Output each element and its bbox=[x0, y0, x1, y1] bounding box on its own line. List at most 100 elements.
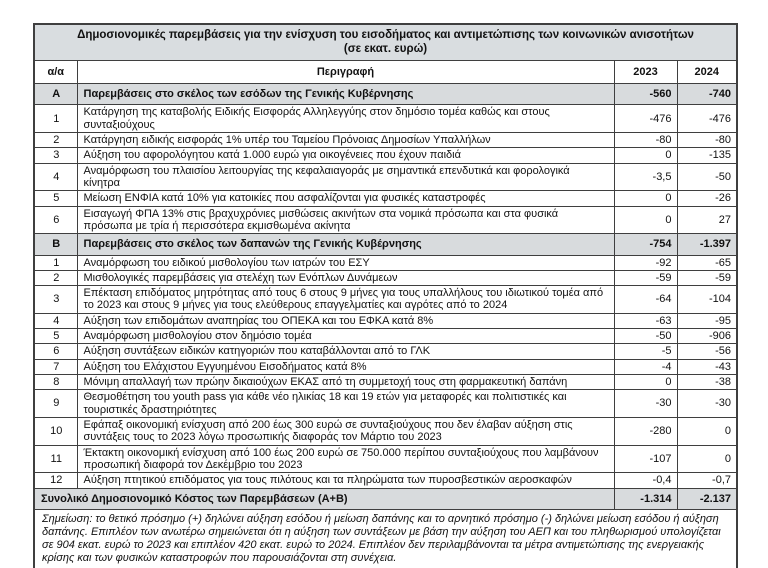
row-value-2024: -135 bbox=[676, 147, 738, 164]
table-row: 7 Αύξηση του Ελάχιστου Εγγυημένου Εισοδή… bbox=[33, 358, 738, 376]
table-row: 6 Εισαγωγή ΦΠΑ 13% στις βραχυχρόνιες μισ… bbox=[33, 205, 738, 235]
row-value-2023: -3,5 bbox=[613, 162, 678, 192]
row-description: Θεσμοθέτηση του youth pass για κάθε νέο … bbox=[76, 389, 615, 418]
row-index: 3 bbox=[33, 285, 78, 314]
table-row: 12 Αύξηση πτητικού επιδόματος για τους π… bbox=[33, 472, 738, 489]
row-value-2023: -59 bbox=[613, 269, 678, 287]
table-row: 2 Μισθολογικές παρεμβάσεις για στελέχη τ… bbox=[33, 269, 738, 287]
row-index: Α bbox=[33, 83, 78, 106]
row-index: 6 bbox=[33, 205, 78, 235]
row-description: Αύξηση πτητικού επιδόματος για τους πιλό… bbox=[76, 472, 615, 489]
row-description: Αναμόρφωση μισθολογίου στον δημόσιο τομέ… bbox=[76, 328, 615, 345]
row-index: 5 bbox=[33, 328, 78, 345]
row-value-2023: 0 bbox=[613, 373, 678, 391]
row-value-2024: -1.397 bbox=[676, 233, 738, 256]
row-value-2023: -107 bbox=[613, 444, 678, 474]
total-row: Συνολικό Δημοσιονομικό Κόστος των Παρεμβ… bbox=[33, 487, 738, 510]
row-description: Κατάργηση ειδικής εισφοράς 1% υπέρ του Τ… bbox=[76, 131, 615, 149]
row-value-2024: -104 bbox=[676, 285, 738, 314]
row-value-2024: -65 bbox=[676, 254, 738, 271]
column-header-description: Περιγραφή bbox=[76, 59, 615, 85]
row-index: 1 bbox=[33, 254, 78, 271]
row-index: 12 bbox=[33, 472, 78, 489]
total-value-2024: -2.137 bbox=[676, 487, 738, 510]
table-row: 8 Μόνιμη απαλλαγή των πρώην δικαιούχων Ε… bbox=[33, 373, 738, 391]
row-value-2023: -5 bbox=[613, 343, 678, 360]
row-index: Β bbox=[33, 233, 78, 256]
row-value-2023: -30 bbox=[613, 389, 678, 418]
table-title-line1: Δημοσιονομικές παρεμβάσεις για την ενίσχ… bbox=[77, 29, 694, 41]
row-index: 5 bbox=[33, 190, 78, 207]
section-row-A: Α Παρεμβάσεις στο σκέλος των εσόδων της … bbox=[33, 83, 738, 106]
row-value-2023: -280 bbox=[613, 416, 678, 446]
row-value-2024: -740 bbox=[676, 83, 738, 106]
table-row: 2 Κατάργηση ειδικής εισφοράς 1% υπέρ του… bbox=[33, 131, 738, 149]
row-index: 9 bbox=[33, 389, 78, 418]
row-value-2024: -476 bbox=[676, 104, 738, 133]
table-row: 4 Αύξηση των επιδομάτων αναπηρίας του ΟΠ… bbox=[33, 312, 738, 330]
row-value-2023: -4 bbox=[613, 358, 678, 376]
row-index: 1 bbox=[33, 104, 78, 133]
row-index: 10 bbox=[33, 416, 78, 446]
row-value-2024: -906 bbox=[676, 328, 738, 345]
row-value-2023: 0 bbox=[613, 147, 678, 164]
section-row-B: Β Παρεμβάσεις στο σκέλος των δαπανών της… bbox=[33, 233, 738, 256]
row-description: Αναμόρφωση του ειδικού μισθολογίου των ι… bbox=[76, 254, 615, 271]
row-index: 6 bbox=[33, 343, 78, 360]
table-row: 10 Εφάπαξ οικονομική ενίσχυση από 200 έω… bbox=[33, 416, 738, 446]
row-description: Έκτακτη οικονομική ενίσχυση από 100 έως … bbox=[76, 444, 615, 474]
table-title-line2: (σε εκατ. ευρώ) bbox=[343, 43, 428, 56]
row-value-2023: 0 bbox=[613, 205, 678, 235]
column-header-2024: 2024 bbox=[676, 59, 738, 85]
row-description: Παρεμβάσεις στο σκέλος των εσόδων της Γε… bbox=[76, 83, 615, 106]
row-description: Αναμόρφωση του πλαισίου λειτουργίας της … bbox=[76, 162, 615, 192]
row-index: 7 bbox=[33, 358, 78, 376]
table-row: 3 Αύξηση του αφορολόγητου κατά 1.000 ευρ… bbox=[33, 147, 738, 164]
row-index: 3 bbox=[33, 147, 78, 164]
fiscal-interventions-table: Δημοσιονομικές παρεμβάσεις για την ενίσχ… bbox=[33, 23, 739, 568]
footnote-text: Σημείωση: το θετικό πρόσημο (+) δηλώνει … bbox=[33, 508, 738, 568]
row-index: 11 bbox=[33, 444, 78, 474]
row-index: 4 bbox=[33, 162, 78, 192]
row-description: Επέκταση επιδόματος μητρότητας από τους … bbox=[76, 285, 615, 314]
row-value-2023: -63 bbox=[613, 312, 678, 330]
row-value-2023: -80 bbox=[613, 131, 678, 149]
row-value-2023: -754 bbox=[613, 233, 678, 256]
row-value-2024: -0,7 bbox=[676, 472, 738, 489]
table-row: 5 Αναμόρφωση μισθολογίου στον δημόσιο το… bbox=[33, 328, 738, 345]
row-description: Εισαγωγή ΦΠΑ 13% στις βραχυχρόνιες μισθώ… bbox=[76, 205, 615, 235]
column-header-2023: 2023 bbox=[613, 59, 678, 85]
row-value-2024: -38 bbox=[676, 373, 738, 391]
table-row: 4 Αναμόρφωση του πλαισίου λειτουργίας τη… bbox=[33, 162, 738, 192]
row-value-2024: 27 bbox=[676, 205, 738, 235]
row-value-2024: -30 bbox=[676, 389, 738, 418]
table-row: 1 Αναμόρφωση του ειδικού μισθολογίου των… bbox=[33, 254, 738, 271]
row-description: Αύξηση του Ελάχιστου Εγγυημένου Εισοδήμα… bbox=[76, 358, 615, 376]
row-value-2024: -43 bbox=[676, 358, 738, 376]
row-description: Μισθολογικές παρεμβάσεις για στελέχη των… bbox=[76, 269, 615, 287]
row-index: 4 bbox=[33, 312, 78, 330]
row-description: Αύξηση του αφορολόγητου κατά 1.000 ευρώ … bbox=[76, 147, 615, 164]
table-title: Δημοσιονομικές παρεμβάσεις για την ενίσχ… bbox=[33, 23, 738, 61]
table-row: 5 Μείωση ΕΝΦΙΑ κατά 10% για κατοικίες πο… bbox=[33, 190, 738, 207]
row-value-2023: -476 bbox=[613, 104, 678, 133]
table-row: 1 Κατάργηση της καταβολής Ειδικής Εισφορ… bbox=[33, 104, 738, 133]
row-value-2023: -50 bbox=[613, 328, 678, 345]
column-header-row: α/α Περιγραφή 2023 2024 bbox=[33, 59, 738, 85]
row-value-2023: -560 bbox=[613, 83, 678, 106]
row-value-2023: 0 bbox=[613, 190, 678, 207]
row-value-2024: 0 bbox=[676, 444, 738, 474]
row-value-2024: -26 bbox=[676, 190, 738, 207]
total-label: Συνολικό Δημοσιονομικό Κόστος των Παρεμβ… bbox=[33, 487, 615, 510]
table-title-row: Δημοσιονομικές παρεμβάσεις για την ενίσχ… bbox=[33, 23, 738, 61]
total-value-2023: -1.314 bbox=[613, 487, 678, 510]
row-value-2024: -95 bbox=[676, 312, 738, 330]
row-description: Παρεμβάσεις στο σκέλος των δαπανών της Γ… bbox=[76, 233, 615, 256]
table-row: 11 Έκτακτη οικονομική ενίσχυση από 100 έ… bbox=[33, 444, 738, 474]
row-value-2023: -64 bbox=[613, 285, 678, 314]
row-description: Μόνιμη απαλλαγή των πρώην δικαιούχων ΕΚΑ… bbox=[76, 373, 615, 391]
row-value-2024: 0 bbox=[676, 416, 738, 446]
row-description: Αύξηση των επιδομάτων αναπηρίας του ΟΠΕΚ… bbox=[76, 312, 615, 330]
table-row: 9 Θεσμοθέτηση του youth pass για κάθε νέ… bbox=[33, 389, 738, 418]
